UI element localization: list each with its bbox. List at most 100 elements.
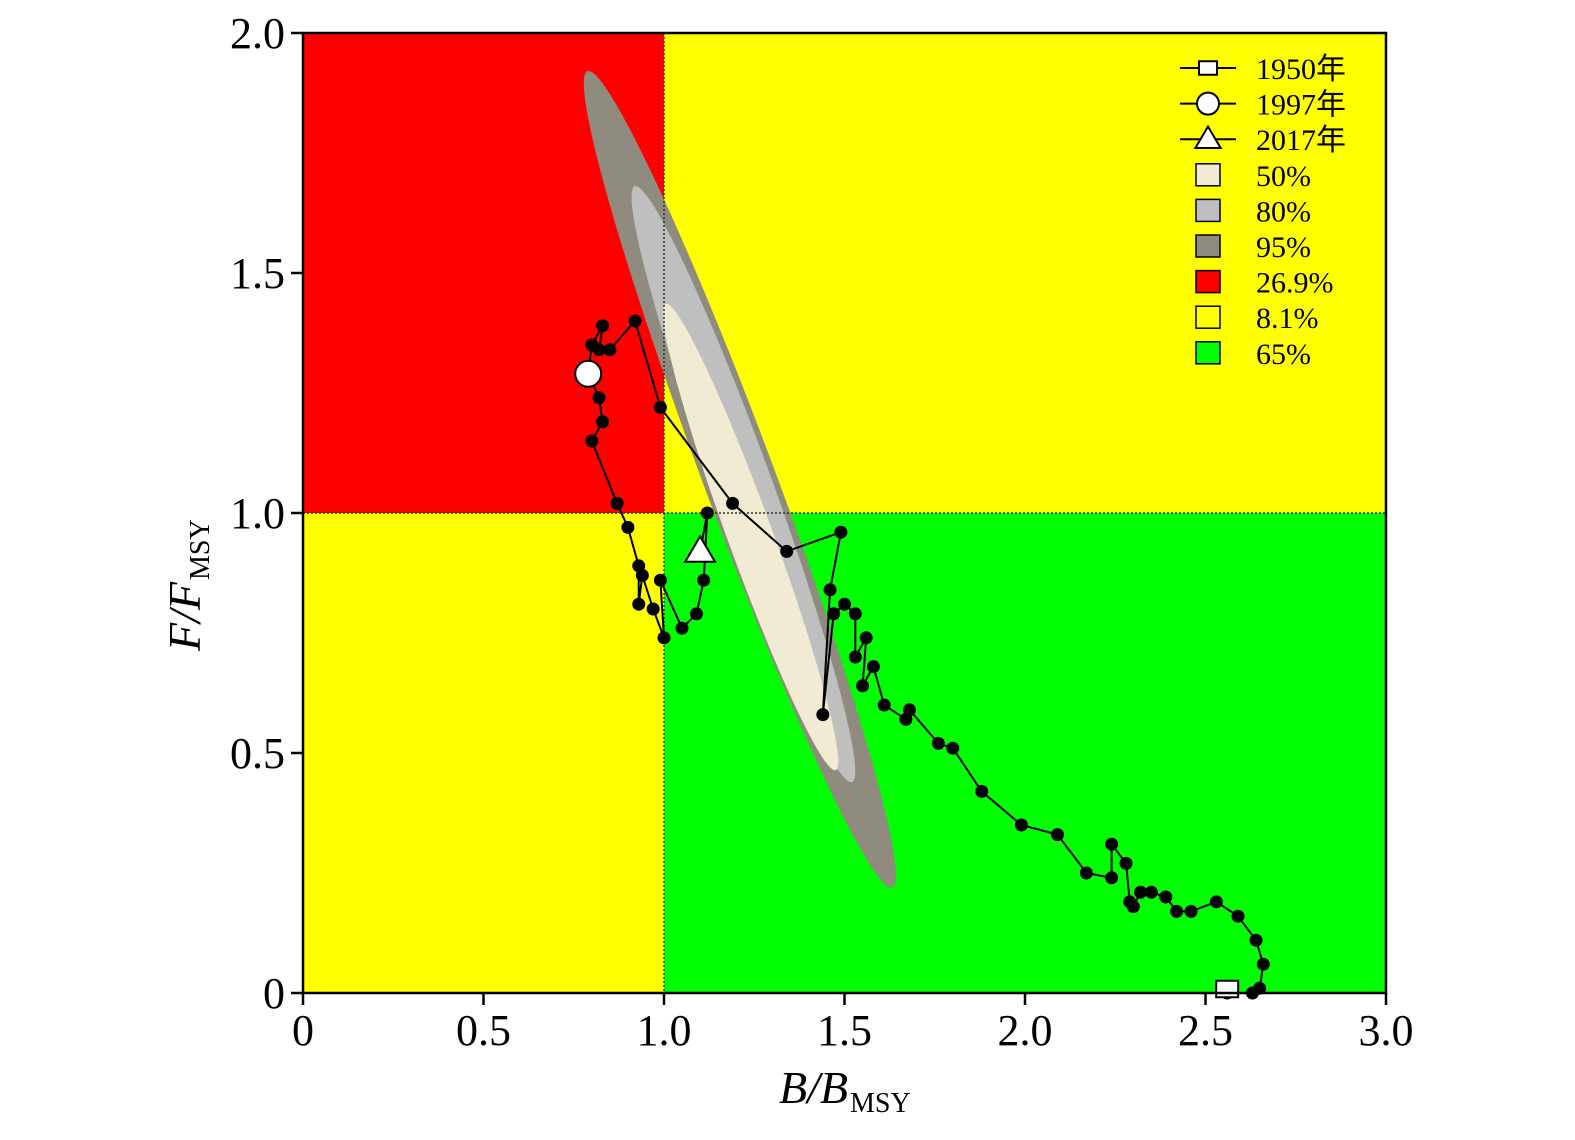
legend-marker-circle <box>1196 91 1220 116</box>
marker-1950 <box>1215 979 1240 999</box>
trajectory-point <box>653 400 667 414</box>
trajectory-point <box>975 784 989 798</box>
trajectory-point <box>585 338 599 352</box>
trajectory-point <box>1123 895 1137 909</box>
legend-label: 80% <box>1256 195 1311 228</box>
legend-item: 50% <box>1195 160 1311 193</box>
legend-swatch <box>1195 305 1221 329</box>
trajectory-point <box>946 741 960 755</box>
trajectory-point <box>834 525 848 539</box>
trajectory-point <box>1159 890 1173 904</box>
legend-item: 1997年 <box>1180 89 1346 122</box>
trajectory-point <box>856 679 870 693</box>
legend-swatch <box>1195 163 1221 187</box>
trajectory-point <box>596 319 610 333</box>
confidence-regions <box>583 70 896 888</box>
trajectory-point <box>1249 933 1263 947</box>
marker-1997 <box>574 359 603 388</box>
legend-swatch <box>1195 269 1221 294</box>
trajectory-point <box>646 602 660 616</box>
y-tick-label: 0 <box>263 969 285 1018</box>
trajectory-point <box>675 621 689 635</box>
y-axis-title-subscript: MSY <box>185 519 216 580</box>
legend-item: 80% <box>1195 195 1311 228</box>
reference-lines <box>303 33 1386 993</box>
trajectory-point <box>931 736 945 750</box>
legend-item: 2017年 <box>1180 124 1346 157</box>
trajectory-point <box>697 573 711 587</box>
trajectory-point <box>1079 866 1093 880</box>
trajectory-point <box>653 573 667 587</box>
trajectory-point <box>1184 904 1198 918</box>
x-tick-label: 2.5 <box>1178 1006 1233 1055</box>
marker-2017 <box>683 534 717 563</box>
y-tick-label: 2.0 <box>230 9 285 58</box>
quadrant-healthy-overfishing <box>664 33 1386 513</box>
y-tick-label: 1.0 <box>230 489 285 538</box>
trajectory-point <box>1170 904 1184 918</box>
trajectory-point <box>1256 957 1270 971</box>
trajectory-point <box>596 415 610 429</box>
trajectory-point <box>689 607 703 621</box>
legend-label: 95% <box>1256 231 1311 264</box>
trajectory-point <box>859 631 873 645</box>
trajectory-point <box>816 708 830 722</box>
trajectory-point <box>726 496 740 510</box>
legend-label: 8.1% <box>1256 302 1319 335</box>
trajectory-point <box>848 650 862 664</box>
legend-label: 50% <box>1256 160 1311 193</box>
trajectory-point <box>1105 837 1119 851</box>
trajectory-point <box>1134 885 1148 899</box>
trajectory-point <box>635 568 649 582</box>
trajectory-point <box>877 698 891 712</box>
trajectory-point <box>838 597 851 611</box>
axis-ticks: 0 0.5 1.0 1.5 2.0 2.5 3.0 0 0.5 1.0 1.5 2.0 <box>230 9 1414 1055</box>
legend-swatch <box>1195 234 1221 258</box>
legend-item: 1950年 <box>1180 53 1346 86</box>
x-tick-label: 1.5 <box>817 1006 872 1055</box>
legend-item: 8.1% <box>1195 302 1319 335</box>
highlighted-years <box>574 359 1240 999</box>
trajectory-point <box>827 607 841 621</box>
x-tick-label: 3.0 <box>1359 1006 1414 1055</box>
legend-label: 26.9% <box>1256 267 1334 300</box>
trajectory-point <box>1144 885 1158 899</box>
legend-label: 65% <box>1256 338 1311 371</box>
trajectory-point <box>1050 828 1064 842</box>
trajectory-point <box>866 660 880 674</box>
trajectory-point <box>610 496 624 510</box>
legend-swatch <box>1195 198 1221 223</box>
quadrant-overfished-no-overfishing <box>303 513 664 993</box>
legend-marker-square <box>1198 60 1218 76</box>
legend-label: 1950年 <box>1256 53 1346 86</box>
legend-label: 1997年 <box>1256 89 1346 122</box>
legend-item: 65% <box>1195 338 1311 371</box>
trajectory-point <box>1105 871 1119 885</box>
trajectory-point <box>823 583 837 597</box>
y-axis-title: F/F <box>159 581 210 652</box>
y-tick-label: 1.5 <box>230 249 285 298</box>
x-tick-label: 0.5 <box>456 1006 511 1055</box>
trajectory-point <box>603 343 617 357</box>
trajectory-point <box>632 597 646 611</box>
trajectory-point <box>899 712 913 726</box>
y-tick-label: 0.5 <box>230 729 285 778</box>
legend-marker-triangle <box>1193 124 1223 149</box>
x-tick-label: 0 <box>292 1006 314 1055</box>
trajectory-point <box>592 391 606 405</box>
trajectory-point <box>657 631 671 645</box>
legend-swatch <box>1195 341 1221 365</box>
x-tick-label: 1.0 <box>637 1006 692 1055</box>
trajectory-point <box>1231 909 1245 923</box>
trajectory-point <box>780 544 794 558</box>
trajectory-point <box>1253 981 1267 995</box>
trajectory-point <box>585 434 599 448</box>
trajectory-point <box>700 506 714 520</box>
trajectory-point <box>1119 856 1133 870</box>
trajectory-point <box>628 314 642 328</box>
trajectory-point <box>848 607 862 621</box>
legend-item: 26.9% <box>1195 267 1334 300</box>
confidence-region-50pct <box>663 303 839 771</box>
